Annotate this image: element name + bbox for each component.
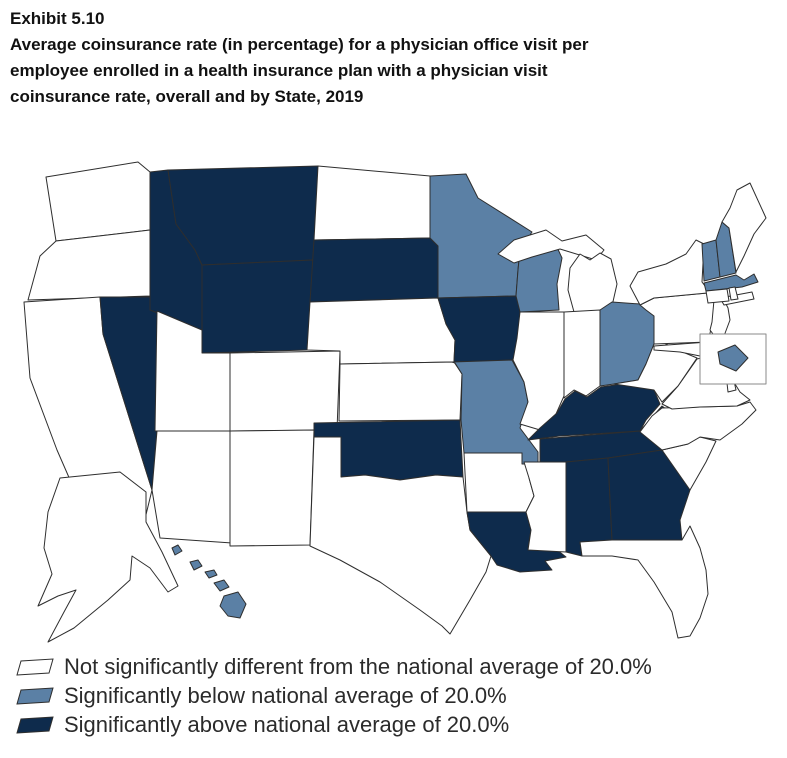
state-me [721, 182, 767, 273]
legend-item-below: Significantly below national average of … [14, 681, 652, 710]
state-az [151, 430, 233, 544]
legend-item-above: Significantly above national average of … [14, 710, 652, 739]
state-ct [705, 288, 730, 304]
state-hi-maui [213, 579, 230, 592]
state-ri [728, 286, 739, 301]
state-wy [201, 259, 314, 354]
state-nd [313, 165, 431, 241]
legend-label-below: Significantly below national average of … [64, 682, 507, 708]
state-ms [523, 461, 567, 553]
state-dc-callout [717, 344, 749, 372]
state-mi-upper [497, 229, 605, 264]
page-title: Average coinsurance rate (in percentage)… [10, 35, 589, 106]
state-or [27, 229, 151, 301]
state-hi-oahu [189, 559, 203, 571]
legend-swatch-not-different-icon [16, 657, 54, 676]
state-hi-hawaii [219, 591, 247, 619]
title-block: Exhibit 5.10 Average coinsurance rate (i… [10, 6, 650, 110]
legend-swatch-below-icon [16, 686, 54, 705]
legend-label-above: Significantly above national average of … [64, 711, 510, 737]
state-mn [429, 173, 533, 299]
state-nm [229, 429, 315, 547]
state-ak [37, 471, 179, 643]
state-ky [527, 380, 661, 441]
state-sd [309, 237, 439, 303]
state-wa [45, 161, 151, 242]
state-in [563, 309, 601, 399]
legend-label-not-different: Not significantly different from the nat… [64, 653, 652, 679]
legend-swatch-above-icon [16, 715, 54, 734]
state-ks [338, 361, 463, 422]
legend-item-not-different: Not significantly different from the nat… [14, 652, 652, 681]
state-hi-molokai [204, 569, 218, 579]
state-hi-kauai [171, 544, 183, 556]
map-legend: Not significantly different from the nat… [14, 652, 652, 739]
exhibit-number: Exhibit 5.10 [10, 9, 105, 28]
state-nc [639, 401, 757, 451]
state-fl [579, 525, 709, 639]
state-co [229, 350, 341, 432]
